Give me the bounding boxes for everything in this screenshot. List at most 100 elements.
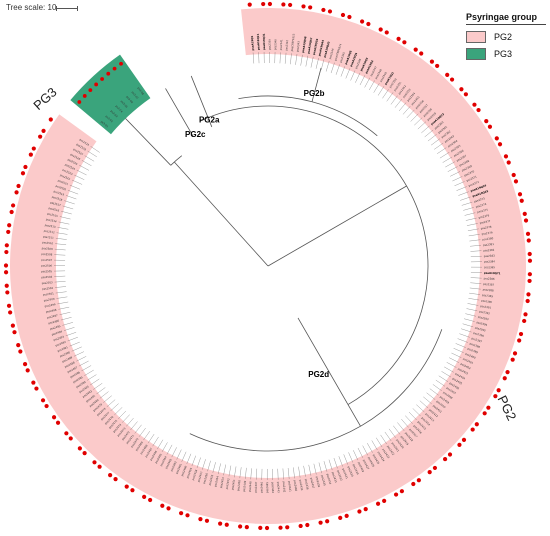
marker-dot [6,230,10,234]
marker-dot [528,252,532,256]
leaf-branch [461,329,471,332]
leaf-branch [97,387,106,394]
leaf-branch [460,197,470,201]
leaf-branch [84,370,93,376]
leaf-branch [403,106,410,114]
marker-dot [23,362,27,366]
leaf-label: pss2504 [41,275,52,280]
clade-label-pg2b: PG2b [304,89,325,98]
leaf-label: psaA19Q21 [256,33,261,50]
leaf-branch [157,440,163,449]
marker-dot [56,421,60,425]
marker-dot [459,87,463,91]
leaf-branch [90,379,99,385]
marker-dot [528,272,532,276]
marker-dot [258,526,262,530]
marker-dot [507,160,511,164]
marker-dot [526,232,530,236]
leaf-branch [334,458,338,468]
leaf-branch [70,185,80,189]
leaf-branch [401,419,408,427]
leaf-branch [399,103,406,111]
clade-label-pg2c: PG2c [185,130,206,139]
leaf-branch [411,114,419,122]
marker-dot [443,457,447,461]
leaf-branch [448,167,458,172]
marker-dot [41,398,45,402]
leaf-branch [449,358,459,363]
leaf-branch [459,334,469,338]
leaf-label: pss2385 [484,265,495,269]
marker-dot [394,492,398,496]
marker-dot [347,15,351,19]
branch-pg2-main-arc [200,106,428,405]
leaf-branch [187,454,191,464]
leaf-label: pss2340 [273,39,277,50]
leaf-branch [418,122,426,129]
marker-dot [23,165,27,169]
marker-dot [411,482,415,486]
branch-pg2d-stem [348,405,361,427]
marker-dot [97,465,101,469]
leaf-branch [172,447,177,457]
leaf-branch [182,452,186,462]
marker-dot [522,319,526,323]
leaf-branch [85,156,94,162]
leaf-label: pss2384 [484,259,495,263]
leaf-branch [126,418,133,426]
leaf-branch [192,456,196,466]
marker-dot [457,443,461,447]
marker-dot [113,477,117,481]
marker-dot [526,292,530,296]
marker-dot [83,451,87,455]
marker-dot [160,504,164,508]
leaf-branch [439,376,448,382]
leaf-branch [381,435,387,444]
marker-dot [179,511,183,515]
leaf-branch [442,371,451,377]
marker-dot [523,212,527,216]
marker-dot [299,524,303,528]
leaf-label: pss2445 [265,482,269,493]
marker-dot [318,521,322,525]
leaf-branch [148,434,154,443]
marker-dot [218,521,222,525]
marker-dot [100,77,104,81]
marker-dot [16,343,20,347]
leaf-branch [395,99,402,108]
leaf-branch [445,162,455,167]
leaf-branch [339,456,343,466]
leaf-label: pss2447 [254,481,259,493]
leaf-label: pss2386 [484,276,496,281]
leaf-label: pss2383 [484,254,495,259]
marker-dot [4,270,8,274]
leaf-branch [162,442,167,452]
marker-dot [49,117,53,121]
marker-dot [503,376,507,380]
marker-dot [396,37,400,41]
marker-dot [119,62,123,66]
marker-dot [125,485,129,489]
leaf-branch [376,438,382,447]
leaf-branch [66,195,76,199]
leaf-branch [72,180,82,184]
marker-dot [364,507,368,511]
marker-dot [528,259,532,263]
marker-dot [10,210,14,214]
marker-dot [268,2,272,6]
leaf-branch [372,440,378,449]
marker-dot [5,243,9,247]
marker-dot [385,30,389,34]
group-label-pg3: PG3 [30,84,59,113]
leaf-branch [153,437,159,446]
leaf-branch [443,157,452,163]
marker-dot [301,4,305,8]
leaf-label: pss2442 [282,481,287,493]
marker-dot [428,470,432,474]
leaf-branch [341,66,345,76]
marker-dot [419,51,423,55]
leaf-branch [437,148,446,154]
marker-dot [288,3,292,7]
legend-title: Psyringae group [466,12,550,22]
leaf-branch [378,86,384,95]
